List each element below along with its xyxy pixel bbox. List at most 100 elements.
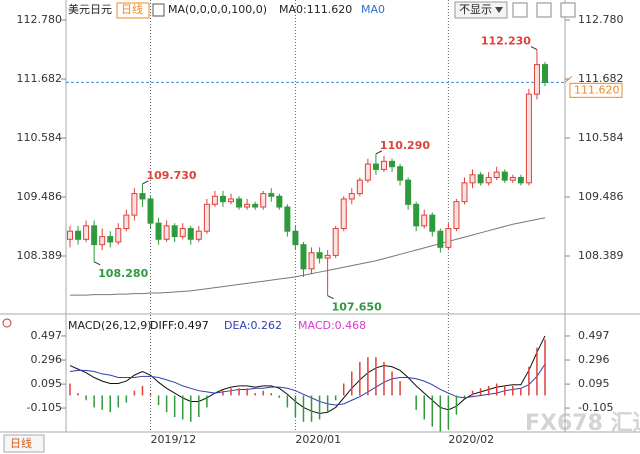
candle-body (171, 225, 178, 238)
annotation: 109.730 (146, 169, 196, 182)
candle-body (405, 179, 412, 205)
candle-body (147, 198, 154, 224)
candle-body (501, 171, 508, 181)
y-tick-label: 110.584 (17, 131, 63, 144)
last-price-arrow (564, 75, 573, 83)
candle-body (413, 203, 420, 227)
candle-body (236, 198, 243, 208)
candle-body (542, 64, 548, 83)
candle-body (292, 230, 299, 246)
y-tick-label: 112.780 (17, 13, 63, 26)
candle-body (453, 201, 460, 230)
period-tab[interactable] (3, 434, 45, 453)
y-tick-label: 109.486 (17, 190, 63, 203)
y-tick-label: -0.105 (578, 401, 613, 414)
legend-entry: DEA:0.262 (224, 319, 282, 332)
candle-body (324, 254, 331, 259)
candle-body (429, 214, 436, 232)
icon-button[interactable] (560, 2, 576, 18)
candle-body (340, 198, 347, 230)
ma-icon[interactable] (152, 3, 165, 17)
candle-body (437, 230, 444, 248)
x-tick-label: 2020/01 (295, 433, 341, 446)
x-tick-label: 2020/02 (448, 433, 494, 446)
annotation-leader (93, 261, 101, 266)
y-tick-label: 109.486 (578, 190, 624, 203)
candle-body (348, 193, 355, 200)
chart-title: 美元日元 (68, 3, 112, 16)
y-tick-label: 110.584 (578, 131, 624, 144)
candle-body (75, 230, 82, 240)
annotation: 107.650 (332, 301, 382, 314)
annotation: 108.280 (98, 267, 148, 280)
annotation: 110.290 (380, 139, 430, 152)
icon-button[interactable] (536, 2, 552, 18)
annotation-leader (530, 46, 538, 50)
icon-button[interactable] (512, 2, 528, 18)
candle-body (364, 163, 371, 181)
candle-body (244, 203, 251, 208)
candle-body (372, 163, 379, 170)
candle-body (477, 174, 484, 184)
candle-body (211, 195, 218, 205)
candle-body (493, 171, 500, 178)
candle-body (517, 176, 524, 184)
y-tick-label: 112.780 (578, 13, 624, 26)
candle-body (155, 222, 162, 240)
candle-body (469, 174, 476, 184)
last-price-box (569, 82, 623, 98)
candle-body (533, 64, 540, 95)
candle-body (509, 176, 516, 181)
candle-body (219, 195, 226, 203)
dropdown[interactable] (454, 1, 508, 19)
ma-line (70, 217, 546, 296)
dropdown-label[interactable]: 不显示 (459, 3, 492, 16)
y-tick-label: 0.497 (31, 329, 63, 342)
candle-body (139, 193, 146, 200)
candle-body (356, 179, 363, 195)
candle-body (300, 244, 307, 270)
legend-entry: MACD:0.468 (298, 319, 366, 332)
candle-body (397, 166, 404, 181)
ma-name: MA0 (361, 3, 385, 16)
candle-body (91, 225, 98, 246)
candle-body (99, 236, 106, 246)
candle-body (163, 225, 170, 240)
y-tick-label: 111.682 (578, 72, 624, 85)
period[interactable]: 日线 (121, 2, 143, 16)
macd-title: MACD(26,12,9) (68, 319, 152, 332)
candle-body (115, 228, 122, 243)
candle-body (260, 193, 267, 208)
candle-body (268, 193, 275, 197)
period-box[interactable] (116, 2, 150, 19)
y-tick-label: 0.296 (578, 353, 610, 366)
legend-entry: DIFF:0.497 (150, 319, 209, 332)
period-tab-label[interactable]: 日线 (10, 436, 32, 450)
y-tick-label: -0.105 (27, 401, 62, 414)
candle-body (308, 252, 315, 270)
candle-body (107, 236, 114, 243)
y-tick-label: 111.682 (17, 72, 63, 85)
y-tick-label: 0.095 (578, 377, 610, 390)
y-tick-label: 0.296 (31, 353, 63, 366)
candle-body (228, 198, 235, 203)
macd-icon[interactable] (2, 318, 12, 328)
annotation-leader (375, 150, 383, 155)
candle-body (485, 176, 492, 184)
candle-body (284, 206, 291, 232)
candle-body (332, 228, 339, 256)
candle-body (380, 160, 387, 170)
candle-body (203, 203, 210, 232)
candle-body (195, 230, 202, 240)
last-price-label: 111.620 (574, 83, 620, 96)
candle-body (123, 214, 130, 230)
macd-line (69, 363, 546, 406)
dropdown-arrow[interactable] (495, 7, 503, 13)
macd-line (69, 335, 546, 414)
annotation: 112.230 (481, 35, 531, 48)
x-tick-label: 2019/12 (151, 433, 197, 446)
candle-body (445, 228, 452, 248)
ma-setting: MA(0,0,0,0,100,0) (168, 3, 267, 16)
candle-body (83, 225, 90, 240)
candle-body (179, 228, 186, 238)
